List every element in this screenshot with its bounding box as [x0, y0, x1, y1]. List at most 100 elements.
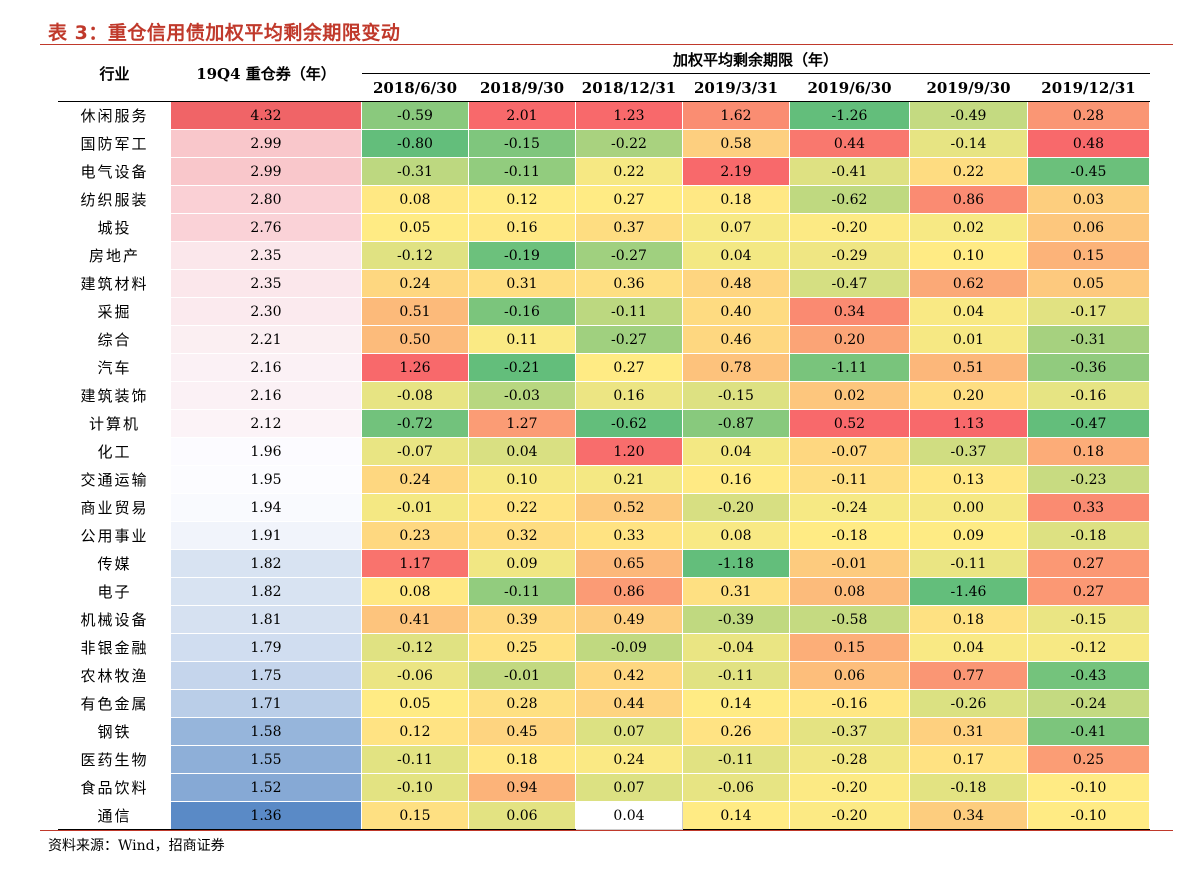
- industry-cell: 医药生物: [58, 745, 171, 774]
- date-header: 2019/12/31: [1027, 73, 1150, 102]
- holding-cell: 1.82: [170, 549, 362, 578]
- value-cell: -0.18: [789, 521, 910, 550]
- maturity-change-table: 行业 19Q4 重仓券（年） 加权平均剩余期限（年） 2018/6/30 2018…: [58, 46, 1150, 830]
- value-cell: -0.11: [909, 549, 1028, 578]
- table-row: 公用事业 1.91 0.23 0.32 0.33 0.08 -0.18 0.09 -0.18: [58, 521, 1150, 550]
- holding-cell: 2.99: [170, 157, 362, 186]
- table-row: 交通运输 1.95 0.24 0.10 0.21 0.16 -0.11 0.13 -0.23: [58, 465, 1150, 494]
- value-cell: -0.26: [909, 689, 1028, 718]
- value-cell: -0.11: [361, 745, 469, 774]
- value-cell: -0.12: [361, 633, 469, 662]
- value-cell: 0.62: [909, 269, 1028, 298]
- value-cell: 0.27: [575, 353, 683, 382]
- table-row: 计算机 2.12 -0.72 1.27 -0.62 -0.87 0.52 1.13 -0.47: [58, 409, 1150, 438]
- value-cell: -0.23: [1027, 465, 1150, 494]
- value-cell: 0.07: [575, 717, 683, 746]
- value-cell: 0.08: [361, 185, 469, 214]
- table-row: 农林牧渔 1.75 -0.06 -0.01 0.42 -0.11 0.06 0.77 -0.43: [58, 661, 1150, 690]
- value-cell: 0.04: [909, 633, 1028, 662]
- value-cell: -0.11: [682, 661, 790, 690]
- industry-cell: 机械设备: [58, 605, 171, 634]
- table-row: 纺织服装 2.80 0.08 0.12 0.27 0.18 -0.62 0.86 0.03: [58, 185, 1150, 214]
- value-cell: 1.23: [575, 101, 683, 130]
- value-cell: 0.31: [468, 269, 576, 298]
- holding-cell: 1.58: [170, 717, 362, 746]
- value-cell: -0.16: [789, 689, 910, 718]
- holding-cell: 1.81: [170, 605, 362, 634]
- industry-cell: 建筑材料: [58, 269, 171, 298]
- industry-cell: 有色金属: [58, 689, 171, 718]
- date-header: 2018/6/30: [361, 73, 469, 102]
- date-header: 2018/12/31: [575, 73, 683, 102]
- value-cell: 0.08: [789, 577, 910, 606]
- value-cell: 1.62: [682, 101, 790, 130]
- value-cell: 0.07: [575, 773, 683, 802]
- value-cell: 0.31: [682, 577, 790, 606]
- holding-cell: 2.16: [170, 381, 362, 410]
- period-group-header: 加权平均剩余期限（年）: [361, 46, 1150, 74]
- value-cell: -0.11: [789, 465, 910, 494]
- value-cell: -0.72: [361, 409, 469, 438]
- value-cell: 0.02: [789, 381, 910, 410]
- table-row: 汽车 2.16 1.26 -0.21 0.27 0.78 -1.11 0.51 -0.36: [58, 353, 1150, 382]
- value-cell: 0.20: [909, 381, 1028, 410]
- industry-cell: 钢铁: [58, 717, 171, 746]
- date-header: 2018/9/30: [468, 73, 576, 102]
- value-cell: -0.10: [1027, 773, 1150, 802]
- value-cell: -0.27: [575, 241, 683, 270]
- value-cell: -0.06: [682, 773, 790, 802]
- holding-header: 19Q4 重仓券（年）: [170, 46, 362, 102]
- value-cell: 0.08: [682, 521, 790, 550]
- value-cell: -0.16: [468, 297, 576, 326]
- value-cell: 0.39: [468, 605, 576, 634]
- value-cell: -0.20: [789, 213, 910, 242]
- industry-cell: 计算机: [58, 409, 171, 438]
- date-header: 2019/3/31: [682, 73, 790, 102]
- value-cell: -0.24: [789, 493, 910, 522]
- value-cell: -0.49: [909, 101, 1028, 130]
- value-cell: 0.24: [361, 269, 469, 298]
- holding-cell: 1.55: [170, 745, 362, 774]
- value-cell: -0.01: [789, 549, 910, 578]
- industry-cell: 采掘: [58, 297, 171, 326]
- table-row: 医药生物 1.55 -0.11 0.18 0.24 -0.11 -0.28 0.17 0.25: [58, 745, 1150, 774]
- table-row: 建筑装饰 2.16 -0.08 -0.03 0.16 -0.15 0.02 0.20 -0.16: [58, 381, 1150, 410]
- value-cell: -0.27: [575, 325, 683, 354]
- table-row: 休闲服务 4.32 -0.59 2.01 1.23 1.62 -1.26 -0.49 0.28: [58, 101, 1150, 130]
- value-cell: 0.33: [575, 521, 683, 550]
- value-cell: 0.44: [575, 689, 683, 718]
- value-cell: 0.17: [909, 745, 1028, 774]
- value-cell: 0.10: [468, 465, 576, 494]
- table-row: 通信 1.36 0.15 0.06 0.04 0.14 -0.20 0.34 -0.10: [58, 801, 1150, 830]
- value-cell: -0.37: [789, 717, 910, 746]
- value-cell: -0.10: [361, 773, 469, 802]
- value-cell: 0.22: [575, 157, 683, 186]
- date-header: 2019/6/30: [789, 73, 910, 102]
- value-cell: -0.01: [361, 493, 469, 522]
- value-cell: 0.07: [682, 213, 790, 242]
- value-cell: -0.11: [682, 745, 790, 774]
- holding-cell: 2.76: [170, 213, 362, 242]
- value-cell: 0.31: [909, 717, 1028, 746]
- value-cell: -0.21: [468, 353, 576, 382]
- value-cell: 0.11: [468, 325, 576, 354]
- value-cell: 0.06: [1027, 213, 1150, 242]
- table-row: 非银金融 1.79 -0.12 0.25 -0.09 -0.04 0.15 0.04 -0.12: [58, 633, 1150, 662]
- value-cell: 0.51: [909, 353, 1028, 382]
- holding-cell: 2.30: [170, 297, 362, 326]
- value-cell: -0.29: [789, 241, 910, 270]
- table-row: 化工 1.96 -0.07 0.04 1.20 0.04 -0.07 -0.37 0.18: [58, 437, 1150, 466]
- value-cell: -1.18: [682, 549, 790, 578]
- value-cell: -0.31: [1027, 325, 1150, 354]
- value-cell: 0.01: [909, 325, 1028, 354]
- value-cell: -0.43: [1027, 661, 1150, 690]
- value-cell: 0.52: [575, 493, 683, 522]
- holding-cell: 2.80: [170, 185, 362, 214]
- value-cell: -0.20: [789, 773, 910, 802]
- value-cell: 0.44: [789, 129, 910, 158]
- value-cell: -0.07: [789, 437, 910, 466]
- value-cell: -0.62: [789, 185, 910, 214]
- value-cell: -0.11: [575, 297, 683, 326]
- value-cell: 1.13: [909, 409, 1028, 438]
- industry-cell: 电气设备: [58, 157, 171, 186]
